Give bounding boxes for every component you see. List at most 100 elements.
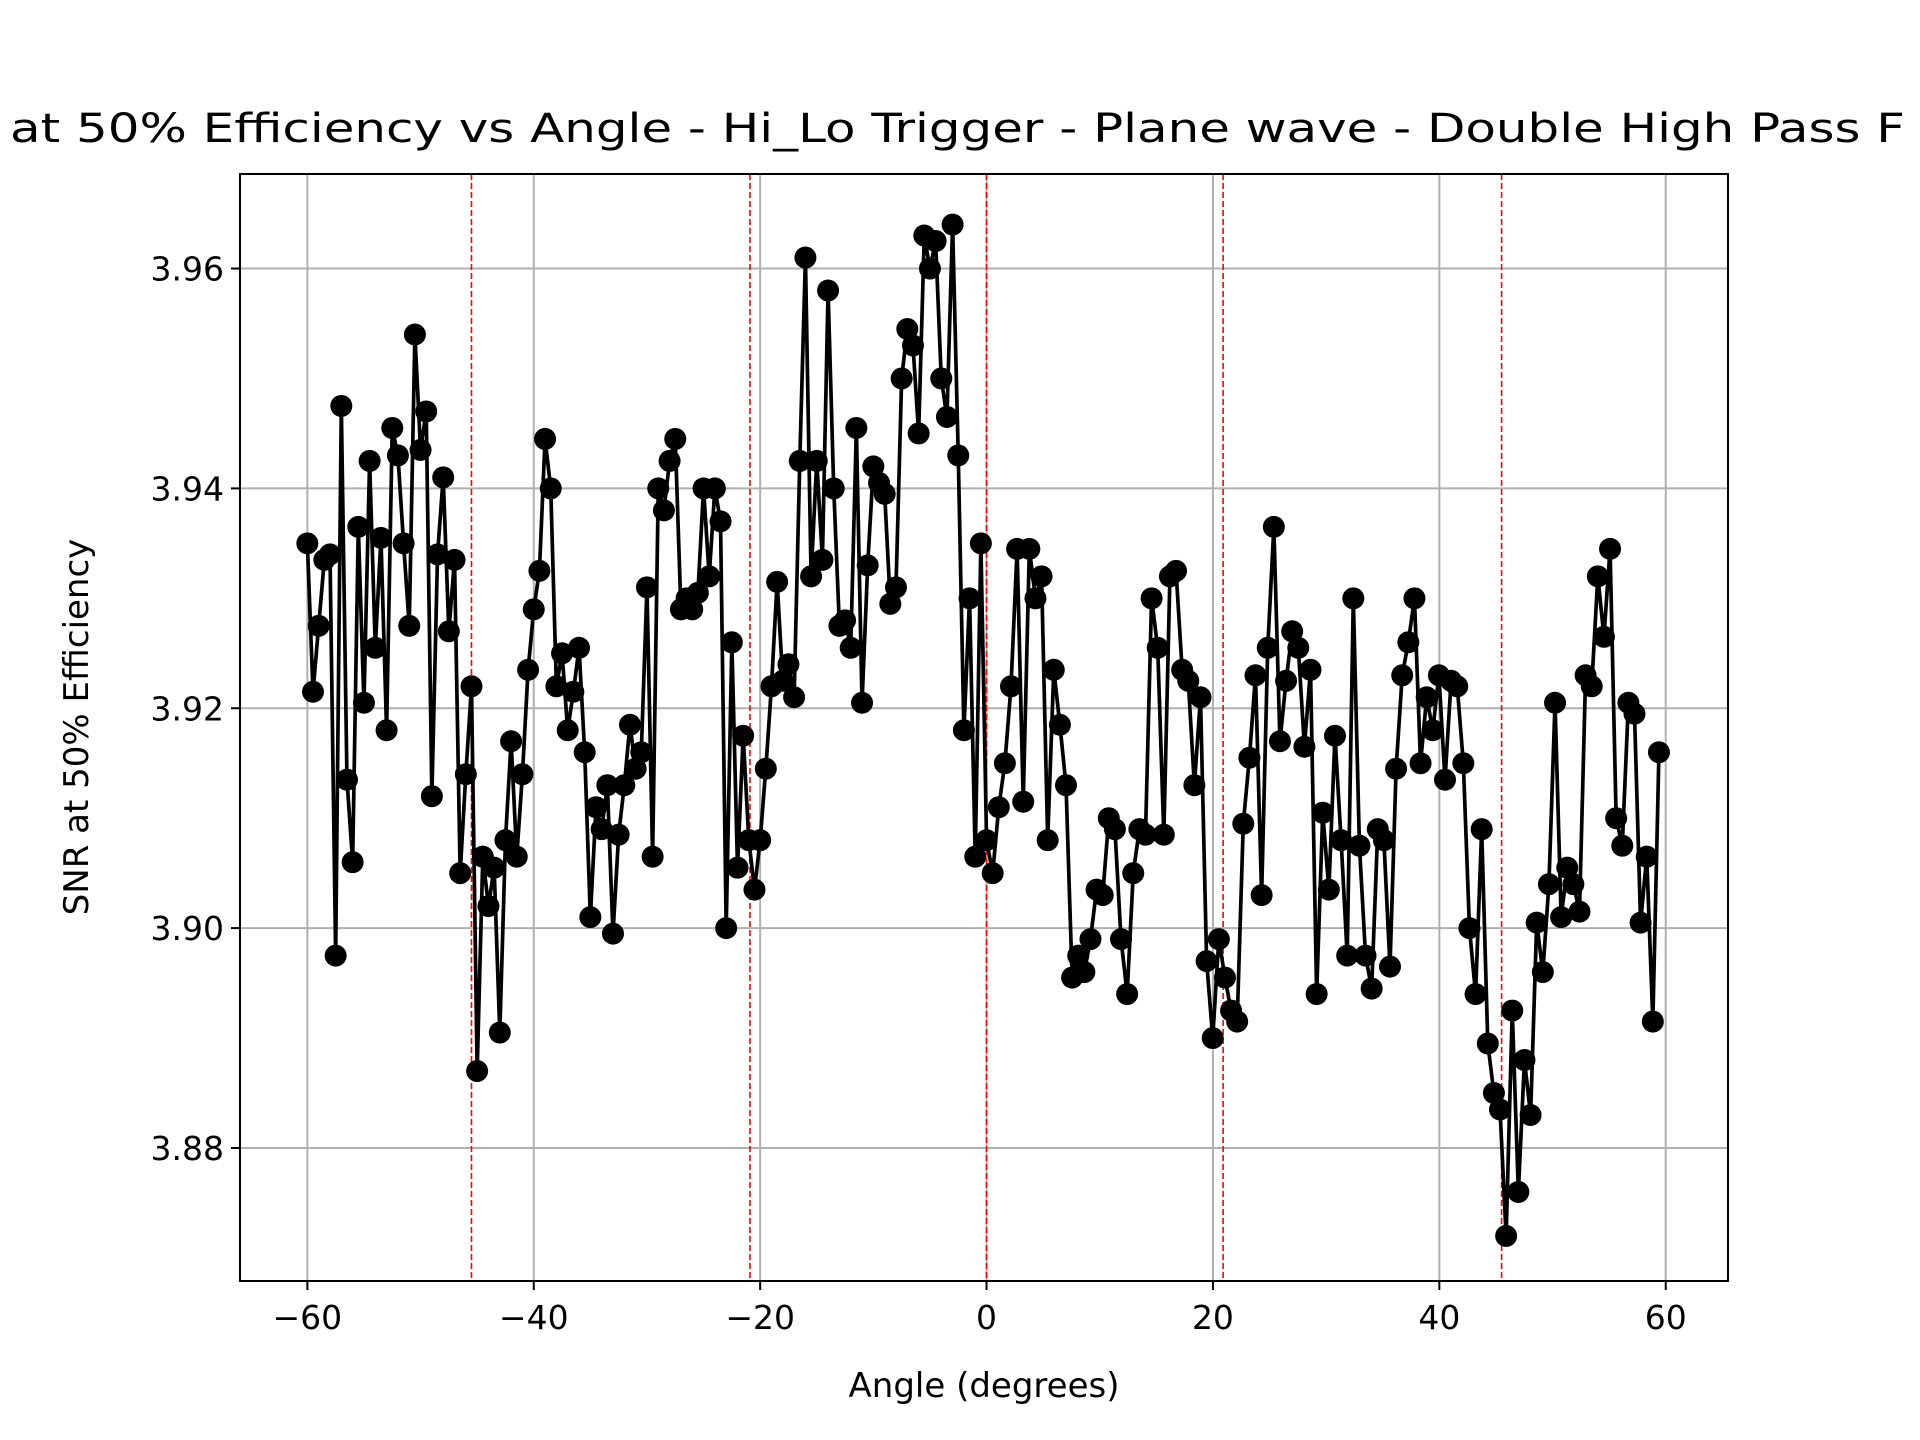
data-point	[1201, 1027, 1224, 1050]
data-point	[856, 554, 879, 577]
data-point	[1458, 917, 1481, 940]
data-point	[1641, 1010, 1664, 1033]
data-point	[426, 543, 449, 566]
data-point	[726, 856, 749, 879]
data-point	[1336, 944, 1359, 967]
data-point	[1464, 983, 1487, 1006]
data-point	[590, 818, 613, 841]
data-point	[352, 691, 375, 714]
data-point	[1513, 1049, 1536, 1072]
data-point	[443, 548, 466, 571]
y-tick-label: 3.88	[151, 1129, 224, 1168]
x-tick-label: −60	[273, 1298, 343, 1337]
y-tick-label: 3.90	[151, 909, 224, 948]
data-point	[1489, 1098, 1512, 1121]
data-point	[585, 796, 608, 819]
data-point	[993, 752, 1016, 775]
data-point	[884, 576, 907, 599]
data-point	[788, 449, 811, 472]
data-point	[1452, 752, 1475, 775]
data-point	[1256, 636, 1279, 659]
data-point	[517, 658, 540, 681]
data-point	[999, 675, 1022, 698]
data-point	[1323, 724, 1346, 747]
data-point	[1397, 631, 1420, 654]
data-point	[1599, 537, 1622, 560]
data-point	[1623, 702, 1646, 725]
data-point	[1079, 928, 1102, 951]
data-point	[981, 862, 1004, 885]
data-point	[302, 680, 325, 703]
data-point	[579, 906, 602, 929]
data-point	[1403, 587, 1426, 610]
data-point	[817, 279, 840, 302]
data-point	[1525, 911, 1548, 934]
data-point	[930, 367, 953, 390]
data-point	[1342, 587, 1365, 610]
data-point	[1281, 620, 1304, 643]
data-point	[822, 477, 845, 500]
data-point	[403, 323, 426, 346]
data-point	[805, 449, 828, 472]
data-point	[964, 845, 987, 868]
data-point	[1110, 928, 1133, 951]
data-point	[647, 477, 670, 500]
data-point	[1562, 873, 1585, 896]
y-axis-label: SNR at 50% Efficiency	[57, 539, 97, 916]
x-tick-label: 0	[976, 1298, 997, 1337]
data-point	[1446, 675, 1469, 698]
data-point	[749, 829, 772, 852]
data-point	[539, 477, 562, 500]
data-point	[975, 829, 998, 852]
data-point	[1116, 983, 1139, 1006]
data-point	[1317, 878, 1340, 901]
data-point	[1042, 658, 1065, 681]
data-point	[494, 829, 517, 852]
x-tick-label: 60	[1645, 1298, 1687, 1337]
data-point	[1635, 845, 1658, 868]
x-tick-label: −20	[725, 1298, 795, 1337]
data-point	[839, 636, 862, 659]
data-point	[1556, 856, 1579, 879]
data-point	[1330, 829, 1353, 852]
data-point	[1348, 834, 1371, 857]
y-tick-label: 3.92	[151, 689, 224, 728]
data-point	[987, 796, 1010, 819]
data-point	[720, 631, 743, 654]
data-point	[307, 614, 330, 637]
data-point	[347, 515, 370, 538]
data-point	[834, 609, 857, 632]
data-point	[341, 851, 364, 874]
data-point	[364, 636, 387, 659]
data-point	[1568, 900, 1591, 923]
data-point	[381, 416, 404, 439]
data-point	[460, 675, 483, 698]
data-point	[1238, 746, 1261, 769]
data-point	[1592, 625, 1615, 648]
data-point	[1134, 823, 1157, 846]
plot-frame	[239, 173, 1729, 1282]
data-point	[794, 246, 817, 269]
data-point	[618, 713, 641, 736]
data-point	[466, 1060, 489, 1083]
data-point	[715, 917, 738, 940]
data-point	[1091, 884, 1114, 907]
data-point	[969, 532, 992, 555]
data-point	[1476, 1032, 1499, 1055]
data-point	[1647, 741, 1670, 764]
data-point	[1122, 862, 1145, 885]
x-axis-label: Angle (degrees)	[849, 1366, 1120, 1406]
data-point	[1299, 658, 1322, 681]
data-point	[1055, 774, 1078, 797]
data-point	[449, 862, 472, 885]
data-point	[630, 741, 653, 764]
data-point	[766, 570, 789, 593]
data-point	[686, 581, 709, 604]
data-point	[601, 922, 624, 945]
data-point	[1287, 636, 1310, 659]
data-point	[658, 449, 681, 472]
data-point	[437, 620, 460, 643]
data-point	[568, 636, 591, 659]
data-point	[1507, 1180, 1530, 1203]
data-point	[415, 400, 438, 423]
